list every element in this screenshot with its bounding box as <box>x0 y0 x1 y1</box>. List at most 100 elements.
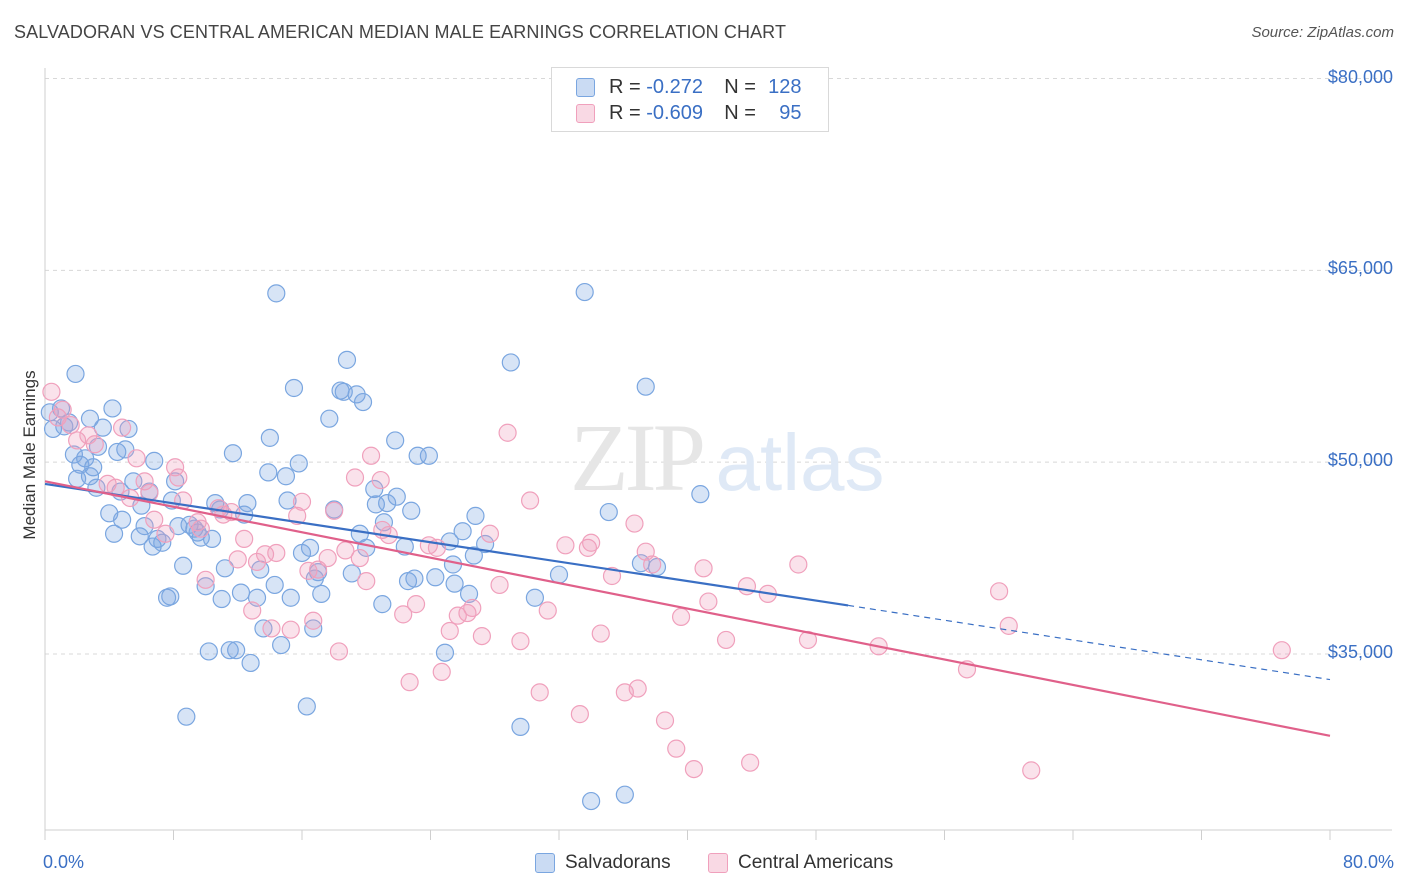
watermark-zip: ZIP <box>570 404 703 511</box>
data-point <box>378 493 397 513</box>
legend-n-value: 128 <box>768 75 802 98</box>
legend-item-central-americans[interactable]: Central Americans <box>708 852 893 874</box>
data-point <box>549 565 569 584</box>
data-point <box>166 458 185 477</box>
data-point <box>292 492 312 511</box>
data-point <box>320 409 339 428</box>
data-point <box>93 418 112 437</box>
data-point <box>511 717 530 736</box>
x-tick-label-max: 80.0% <box>1342 852 1394 872</box>
data-point <box>426 568 445 587</box>
data-point <box>353 392 373 412</box>
data-point <box>127 449 146 468</box>
y-tick-label: $50,000 <box>1327 450 1393 471</box>
data-point <box>278 491 297 510</box>
data-point <box>43 419 63 439</box>
data-point <box>297 697 316 716</box>
data-point <box>196 570 215 589</box>
data-point <box>501 353 520 372</box>
data-point <box>130 527 149 546</box>
data-point <box>241 653 260 673</box>
data-point <box>276 467 296 486</box>
trend-line-extension <box>848 604 1331 681</box>
data-point <box>602 566 622 586</box>
data-point <box>135 472 154 491</box>
data-point <box>373 595 392 614</box>
data-point <box>169 468 188 487</box>
data-point <box>636 377 655 396</box>
data-point <box>215 559 234 578</box>
data-point <box>435 643 455 662</box>
data-point <box>259 463 278 482</box>
data-point <box>716 630 736 650</box>
data-point <box>304 611 323 630</box>
data-point <box>228 550 247 569</box>
data-point <box>625 514 644 533</box>
data-point <box>402 501 421 520</box>
data-point <box>694 559 713 578</box>
data-point <box>400 673 419 692</box>
data-point <box>789 555 808 574</box>
data-point <box>691 485 710 504</box>
data-point <box>498 423 517 442</box>
data-point <box>615 785 634 804</box>
data-point <box>350 548 369 568</box>
data-point <box>490 575 509 595</box>
data-point <box>480 524 500 543</box>
data-point <box>262 619 281 638</box>
data-point <box>304 619 323 638</box>
data-point <box>156 524 175 543</box>
data-point <box>267 543 286 563</box>
data-point <box>667 739 686 758</box>
data-point <box>371 470 390 490</box>
data-point <box>325 501 344 520</box>
legend-r-value: -0.609 <box>646 101 703 124</box>
legend-n-value: 95 <box>779 101 802 124</box>
data-point <box>288 506 307 525</box>
data-point <box>284 378 304 398</box>
data-point <box>227 641 246 660</box>
data-point <box>79 426 98 445</box>
data-point <box>406 595 426 614</box>
data-point <box>145 510 164 529</box>
data-point <box>199 642 218 661</box>
data-point <box>386 431 405 450</box>
data-point <box>365 479 384 499</box>
legend-swatch <box>708 853 728 873</box>
data-point <box>699 592 718 611</box>
legend-label: Salvadorans <box>565 852 671 873</box>
trend-line <box>44 482 849 607</box>
data-point <box>643 555 662 574</box>
data-point <box>281 620 300 639</box>
data-point <box>212 589 231 609</box>
legend-n-label: N = <box>724 101 756 124</box>
watermark: ZIP atlas <box>570 404 884 511</box>
data-point <box>459 584 479 603</box>
data-point <box>337 350 357 369</box>
data-point <box>112 510 132 529</box>
data-point <box>312 584 331 603</box>
data-point <box>61 415 80 435</box>
data-point <box>453 522 472 541</box>
data-point <box>741 753 760 772</box>
data-point <box>520 491 540 510</box>
data-point <box>238 493 257 513</box>
series-central-americans <box>42 382 1291 780</box>
data-point <box>135 517 154 536</box>
legend-item-salvadorans[interactable]: Salvadorans <box>535 852 671 874</box>
data-point <box>575 282 594 302</box>
data-point <box>145 451 164 470</box>
data-point <box>281 588 300 607</box>
data-point <box>289 454 308 473</box>
data-point <box>419 446 438 465</box>
data-point <box>458 603 477 623</box>
data-point <box>556 536 575 555</box>
data-point <box>53 400 72 419</box>
data-point <box>591 624 610 643</box>
watermark-atlas: atlas <box>716 418 885 507</box>
data-point <box>1272 641 1291 660</box>
data-point <box>570 705 589 724</box>
data-point <box>737 577 757 596</box>
data-point <box>445 574 464 593</box>
